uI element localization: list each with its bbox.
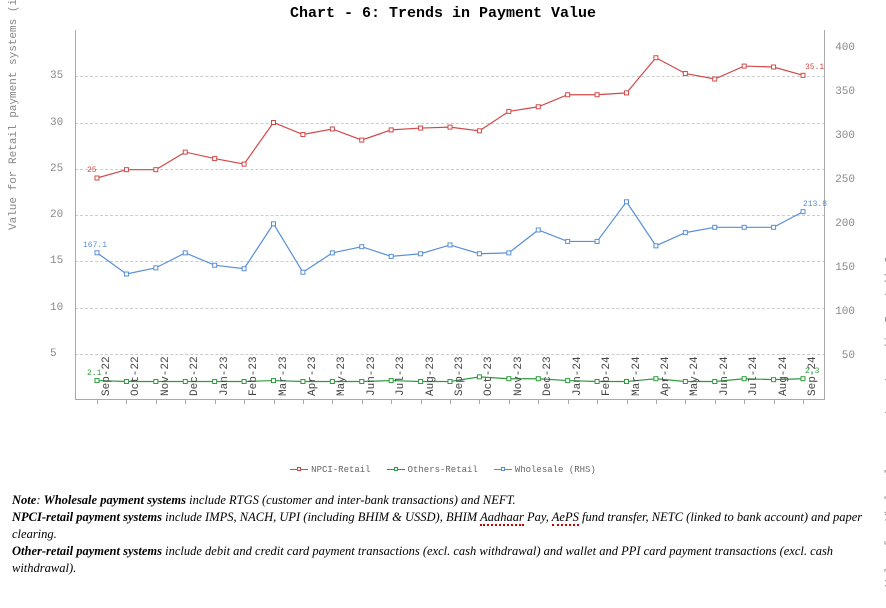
xtick: Jul-24 xyxy=(748,356,760,396)
xtick: Feb-24 xyxy=(601,356,613,396)
xtick: Apr-23 xyxy=(307,356,319,396)
legend-item: NPCI-Retail xyxy=(290,465,370,475)
xtick: Mar-24 xyxy=(631,356,643,396)
chart-plot-area: 510152025303550100150200250300350400Sep-… xyxy=(75,30,825,400)
ytick-right: 350 xyxy=(835,86,855,98)
data-point-label: 213.8 xyxy=(803,200,827,209)
legend-item: Wholesale (RHS) xyxy=(494,465,596,475)
footnotes: Note: Wholesale payment systems include … xyxy=(12,492,874,576)
ytick-right: 200 xyxy=(835,218,855,230)
ytick-right: 300 xyxy=(835,130,855,142)
data-point-label: 35.1 xyxy=(805,63,824,72)
ytick-left: 20 xyxy=(50,209,63,221)
xtick: Apr-24 xyxy=(660,356,672,396)
plot-svg xyxy=(75,30,825,400)
xtick: Jan-24 xyxy=(572,356,584,396)
data-point-label: 2.1 xyxy=(87,369,101,378)
xtick: Aug-23 xyxy=(425,356,437,396)
ytick-left: 10 xyxy=(50,302,63,314)
ytick-right: 50 xyxy=(842,350,855,362)
xtick: Feb-23 xyxy=(248,356,260,396)
ytick-right: 100 xyxy=(835,306,855,318)
xtick: Jul-23 xyxy=(395,356,407,396)
xtick: Sep-22 xyxy=(101,356,113,396)
ytick-left: 35 xyxy=(50,70,63,82)
data-point-label: 25 xyxy=(87,166,97,175)
xtick: Nov-22 xyxy=(160,356,172,396)
xtick: May-23 xyxy=(336,356,348,396)
xtick: Oct-23 xyxy=(483,356,495,396)
xtick: Nov-23 xyxy=(513,356,525,396)
ytick-right: 150 xyxy=(835,262,855,274)
xtick: Sep-24 xyxy=(807,356,819,396)
xtick: Dec-23 xyxy=(542,356,554,396)
xtick: Dec-22 xyxy=(189,356,201,396)
legend-item: Others-Retail xyxy=(387,465,478,475)
ytick-left: 15 xyxy=(50,255,63,267)
data-point-label: 167.1 xyxy=(83,241,107,250)
chart-title: Chart - 6: Trends in Payment Value xyxy=(0,5,886,22)
xtick: Mar-23 xyxy=(278,356,290,396)
xtick: May-24 xyxy=(689,356,701,396)
legend: NPCI-Retail Others-Retail Wholesale (RHS) xyxy=(0,465,886,475)
xtick: Aug-24 xyxy=(778,356,790,396)
xtick: Jun-24 xyxy=(719,356,731,396)
xtick: Oct-22 xyxy=(130,356,142,396)
xtick: Jan-23 xyxy=(219,356,231,396)
xtick: Jun-23 xyxy=(366,356,378,396)
xtick: Sep-23 xyxy=(454,356,466,396)
ytick-left: 25 xyxy=(50,163,63,175)
ytick-right: 250 xyxy=(835,174,855,186)
ytick-left: 5 xyxy=(50,348,57,360)
y-axis-left-label: Value for Retail payment systems (in Rs.… xyxy=(8,0,20,230)
ytick-left: 30 xyxy=(50,117,63,129)
data-point-label: 2.3 xyxy=(805,367,819,376)
ytick-right: 400 xyxy=(835,42,855,54)
